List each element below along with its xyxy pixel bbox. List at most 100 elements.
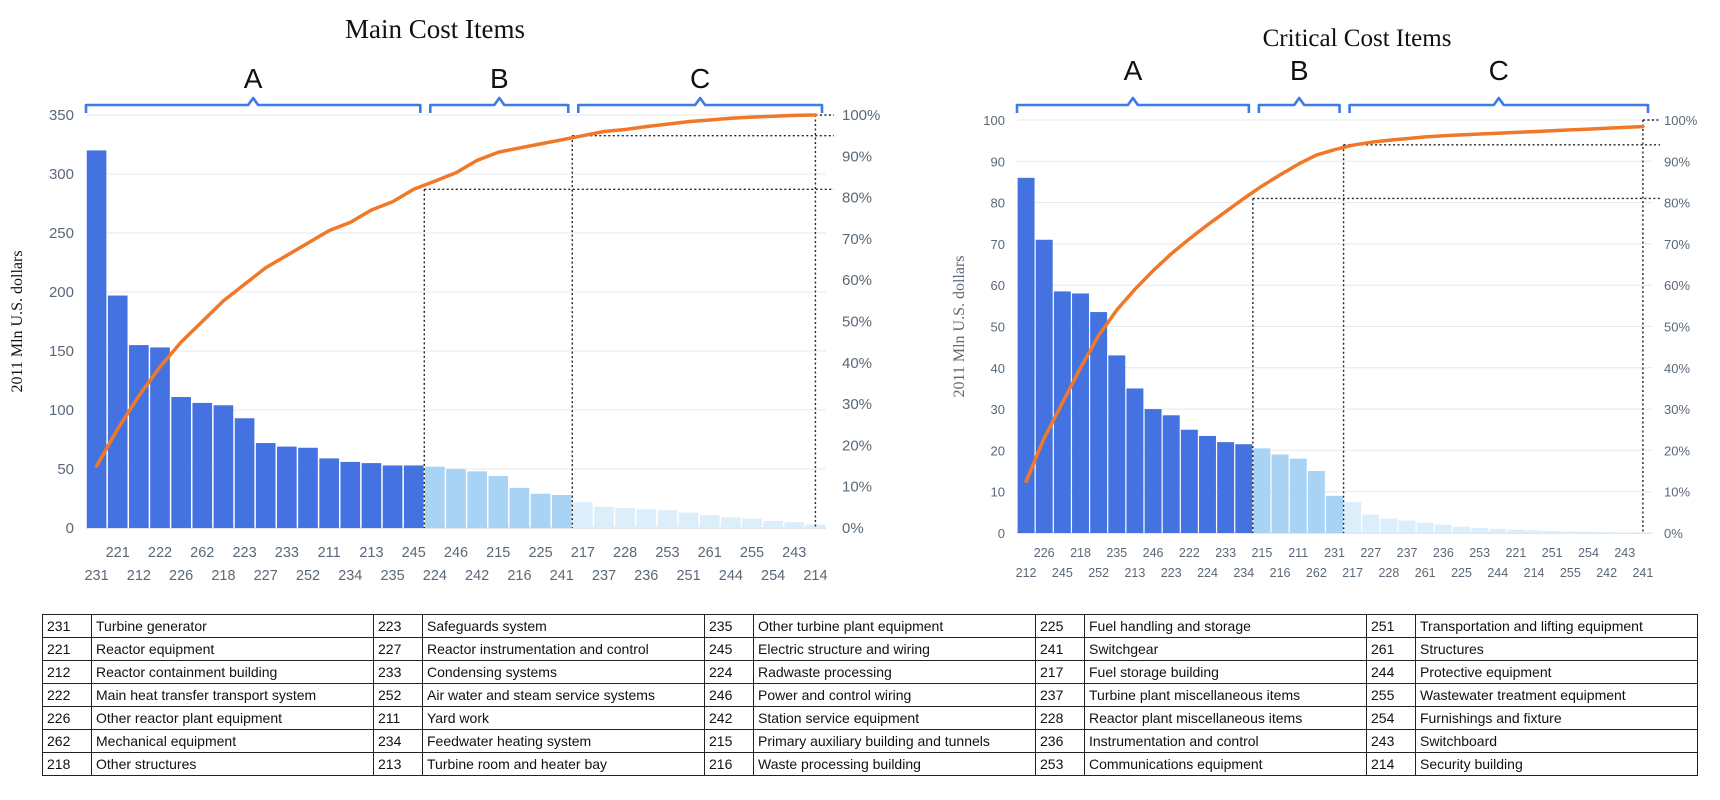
y2-tick-label: 50% [1664, 320, 1690, 335]
legend-description: Wastewater treatment equipment [1415, 683, 1698, 707]
bar-234 [1235, 444, 1253, 533]
cumulative-point [1224, 210, 1227, 213]
category-label: 211 [1288, 546, 1308, 560]
legend-description: Furnishings and fixture [1415, 706, 1698, 730]
cumulative-point [1496, 132, 1499, 135]
cumulative-point [1551, 129, 1554, 132]
group-label-a: A [1124, 55, 1143, 86]
legend-description: Electric structure and wiring [753, 637, 1036, 661]
category-label: 253 [1469, 546, 1490, 560]
bar-253 [1471, 528, 1489, 533]
legend-row: 222 Main heat transfer transport system 25… [42, 683, 1698, 707]
cumulative-point [159, 366, 161, 368]
group-label-a: A [244, 63, 263, 94]
legend-code: 253 [1035, 752, 1085, 776]
category-label: 221 [106, 545, 130, 561]
legend-description: Transportation and lifting equipment [1415, 614, 1698, 638]
legend-row: 226 Other reactor plant equipment 211 Yard … [42, 706, 1698, 730]
cumulative-point [793, 114, 796, 117]
bar-211 [1289, 458, 1307, 533]
bar-261 [699, 515, 720, 528]
legend-code: 211 [373, 706, 423, 730]
bar-236 [636, 509, 657, 528]
category-label: 216 [1270, 566, 1291, 580]
bar-251 [1543, 530, 1561, 533]
bar-234 [340, 461, 361, 528]
legend-description: Air water and steam service systems [422, 683, 705, 707]
category-label: 234 [338, 568, 362, 584]
group-bracket-a [84, 96, 422, 113]
legend-code: 214 [1366, 752, 1416, 776]
y2-tick-label: 0% [842, 520, 864, 537]
legend-description: Switchgear [1084, 637, 1367, 661]
legend-code: 218 [42, 752, 92, 776]
cumulative-point [116, 428, 119, 430]
cumulative-point [370, 209, 373, 211]
category-label: 233 [275, 545, 299, 561]
legend-description: Protective equipment [1415, 660, 1698, 684]
category-label: 245 [402, 545, 426, 561]
legend-description: Reactor plant miscellaneous items [1084, 706, 1367, 730]
legend-code: 234 [373, 729, 423, 753]
bar-228 [615, 507, 635, 528]
cumulative-point [1025, 480, 1027, 483]
cumulative-point [518, 147, 521, 149]
category-label: 245 [1052, 566, 1073, 580]
y2-tick-label: 100% [1664, 113, 1698, 128]
bar-242 [467, 471, 487, 528]
legend-code: 221 [42, 637, 92, 661]
category-label: 235 [1106, 546, 1127, 560]
bar-253 [657, 510, 678, 528]
bar-243 [1616, 532, 1634, 533]
category-label: 227 [1360, 546, 1381, 560]
legend-code: 215 [704, 729, 754, 753]
category-label: 241 [1632, 566, 1653, 580]
category-label: 231 [1324, 546, 1345, 560]
bar-252 [1090, 312, 1108, 533]
cumulative-point [1206, 224, 1209, 226]
legend-code: 222 [42, 683, 92, 707]
bar-215 [1253, 448, 1271, 533]
cumulative-point [497, 151, 500, 153]
y2-tick-label: 80% [842, 190, 872, 207]
cumulative-point [138, 395, 140, 397]
y-tick-label: 80 [991, 196, 1005, 211]
cumulative-point [180, 341, 182, 343]
legend-description: Communications equipment [1084, 752, 1367, 776]
category-label: 243 [1614, 546, 1635, 560]
y2-tick-label: 70% [1664, 237, 1690, 252]
bar-222 [1180, 429, 1198, 533]
cumulative-point [222, 300, 225, 302]
legend-code: 241 [1035, 637, 1085, 661]
legend-description: Main heat transfer transport system [91, 683, 374, 707]
cumulative-point [1442, 134, 1445, 137]
bar-233 [277, 446, 297, 528]
cumulative-point [201, 320, 204, 323]
bar-237 [594, 506, 614, 528]
bar-252 [298, 447, 318, 528]
legend-description: Primary auxiliary building and tunnels [753, 729, 1036, 753]
cumulative-point [286, 254, 288, 257]
cumulative-point [455, 172, 457, 174]
cumulative-point [1297, 163, 1300, 165]
category-label: 241 [550, 568, 574, 584]
category-label: 217 [1342, 566, 1363, 580]
bar-245 [403, 465, 424, 528]
legend-code: 262 [42, 729, 92, 753]
legend-code: 213 [373, 752, 423, 776]
legend-description: Reactor equipment [91, 637, 374, 661]
cumulative-point [1134, 288, 1136, 291]
cumulative-point [1515, 131, 1517, 134]
legend-description: Fuel handling and storage [1084, 614, 1367, 638]
category-label: 213 [359, 545, 383, 561]
cumulative-point [1424, 136, 1427, 138]
bar-226 [1035, 239, 1053, 533]
bar-224 [1199, 435, 1216, 533]
y-tick-label: 0 [998, 526, 1005, 541]
cumulative-point [814, 114, 817, 116]
bar-254 [763, 520, 783, 528]
y-tick-label: 200 [49, 284, 74, 301]
category-label: 236 [1433, 546, 1454, 560]
category-label: 225 [528, 545, 552, 561]
category-label: 261 [1415, 566, 1436, 580]
